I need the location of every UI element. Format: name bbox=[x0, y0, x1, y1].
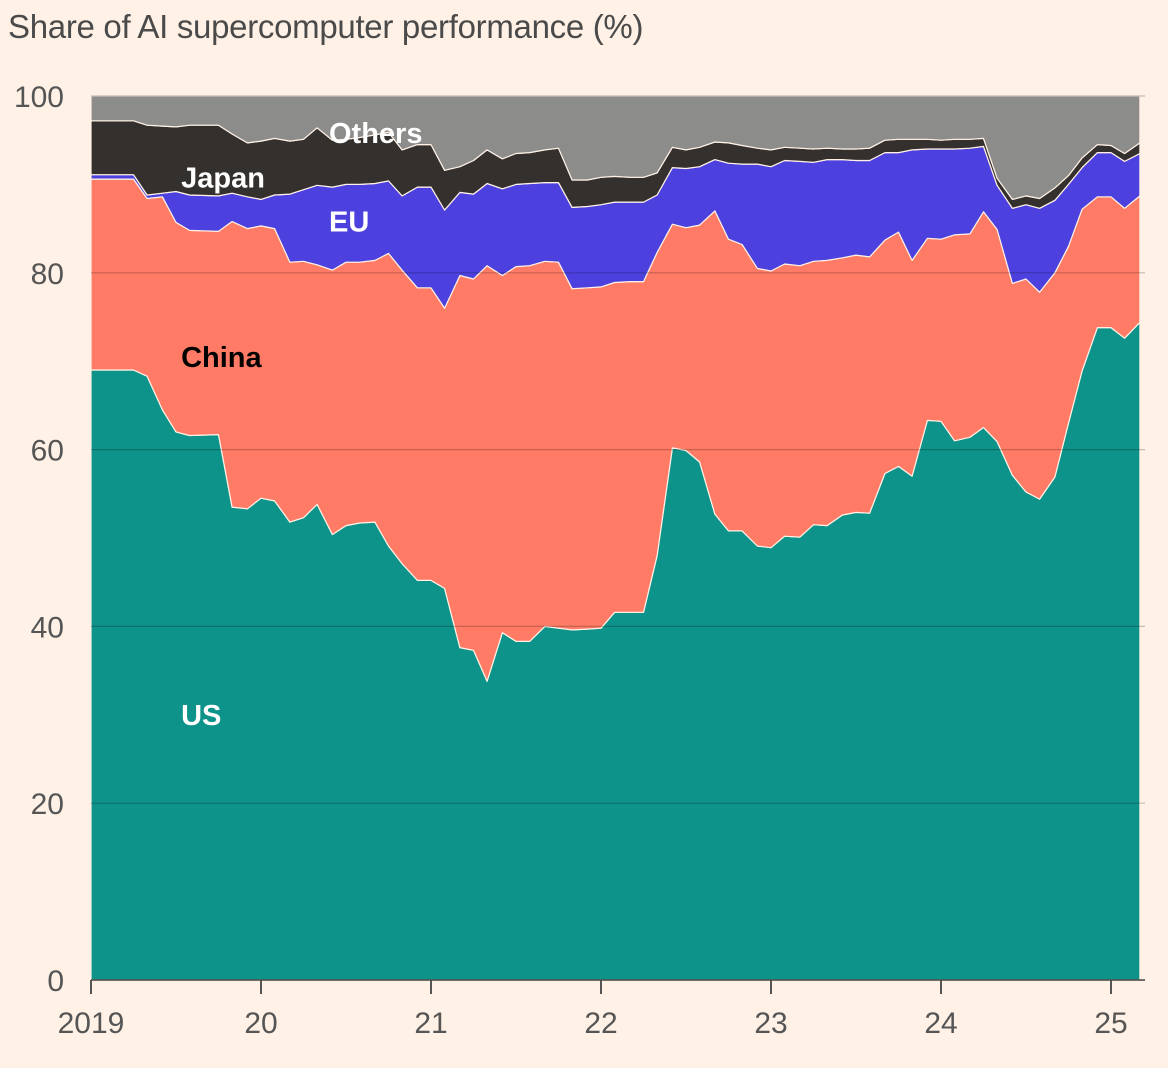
y-tick-label: 60 bbox=[31, 435, 64, 468]
y-tick-label: 100 bbox=[14, 81, 64, 114]
x-axis: 2019 20 21 22 23 24 25 bbox=[58, 980, 1128, 1040]
gridlines bbox=[91, 95, 1145, 981]
x-tick-label: 2019 bbox=[58, 1007, 125, 1040]
y-tick-label: 40 bbox=[31, 611, 64, 644]
y-tick-label: 80 bbox=[31, 258, 64, 291]
area-others bbox=[90, 95, 1141, 200]
chart-title: Share of AI supercomputer performance (%… bbox=[8, 8, 644, 45]
x-tick-label: 23 bbox=[754, 1007, 787, 1040]
x-tick-label: 24 bbox=[924, 1007, 957, 1040]
x-tick-label: 25 bbox=[1094, 1007, 1127, 1040]
series-labels: US China EU Japan Others bbox=[181, 118, 422, 732]
series-label-us: US bbox=[181, 700, 221, 732]
area-layer bbox=[90, 95, 1141, 981]
series-label-china: China bbox=[181, 342, 262, 374]
x-tick-label: 20 bbox=[244, 1007, 277, 1040]
x-tick-label: 22 bbox=[584, 1007, 617, 1040]
y-axis-labels: 0 20 40 60 80 100 bbox=[14, 81, 64, 998]
y-tick-label: 0 bbox=[47, 965, 64, 998]
x-tick-label: 21 bbox=[414, 1007, 447, 1040]
series-label-japan: Japan bbox=[181, 162, 265, 194]
series-label-eu: EU bbox=[329, 207, 369, 239]
y-tick-label: 20 bbox=[31, 788, 64, 821]
series-label-others: Others bbox=[329, 118, 422, 150]
